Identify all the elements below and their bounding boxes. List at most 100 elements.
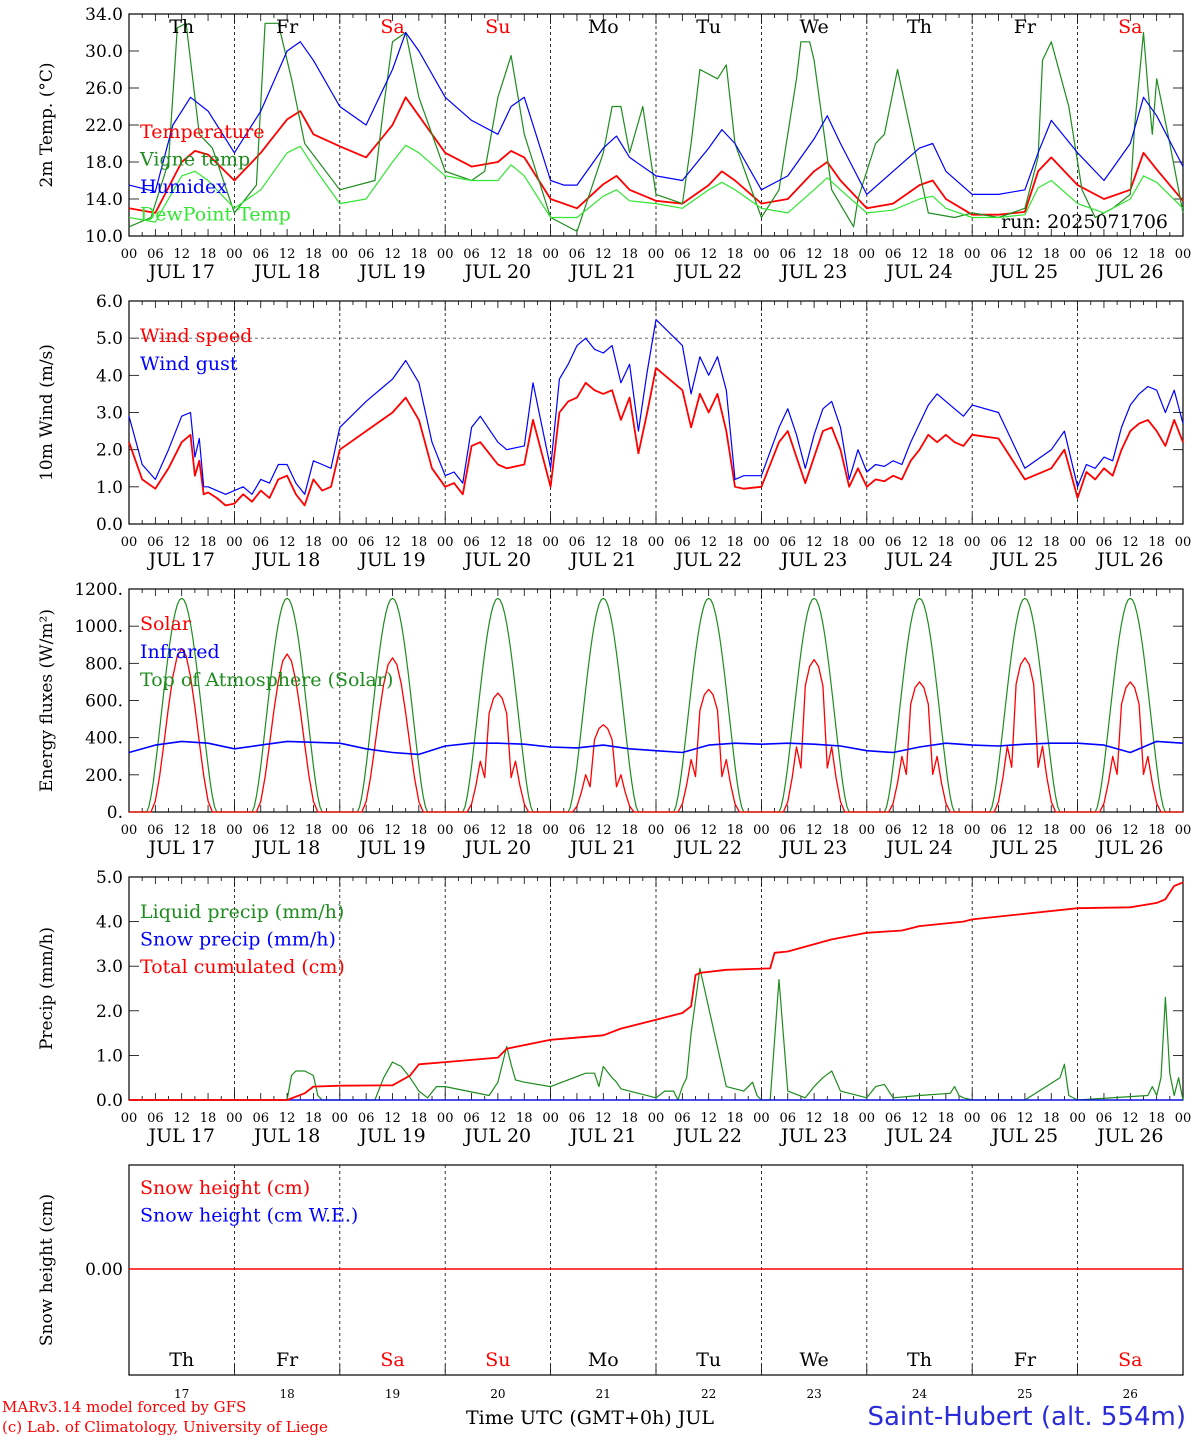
date-label: JUL 25 [990, 1125, 1058, 1147]
date-label: JUL 24 [884, 1125, 952, 1147]
hour-tick-label: 12 [1017, 1111, 1034, 1126]
panel-1-y-axis: 10.0 14.0 18.0 22.0 26.0 30.0 34.0 2m Temp. (°C… [37, 5, 1183, 247]
hour-tick-label: 06 [147, 1111, 164, 1126]
y-tick-label: 600. [85, 692, 123, 712]
legend-entry: Top of Atmosphere (Solar) [140, 669, 393, 691]
day-number-label: 22 [701, 1387, 716, 1401]
hour-tick-label: 00 [1175, 247, 1192, 262]
hour-tick-label: 18 [200, 1111, 217, 1126]
hour-tick-label: 00 [648, 535, 665, 550]
legend-entry: Snow height (cm W.E.) [140, 1205, 358, 1227]
plot-frame [128, 300, 1184, 525]
hour-tick-label: 18 [832, 1111, 849, 1126]
date-label: JUL 21 [568, 837, 636, 859]
hour-tick-label: 12 [279, 247, 296, 262]
hour-tick-label: 00 [1175, 1111, 1192, 1126]
series-solar-day [445, 692, 551, 813]
hour-tick-label: 12 [490, 247, 507, 262]
hour-tick-label: 00 [859, 247, 876, 262]
hour-tick-label: 18 [305, 535, 322, 550]
hour-tick-label: 00 [1175, 823, 1192, 838]
date-label: JUL 26 [1095, 261, 1163, 283]
legend-entry: Vigne temp [139, 149, 250, 171]
date-label: JUL 18 [252, 1125, 320, 1147]
hour-tick-label: 00 [226, 535, 243, 550]
legend-entry: Snow height (cm) [140, 1177, 310, 1199]
y-tick-label: 3.0 [96, 404, 123, 424]
date-label: JUL 22 [673, 261, 741, 283]
day-number-label: 17 [174, 1387, 189, 1401]
date-label: JUL 21 [568, 1125, 636, 1147]
day-name-label: Sa [380, 1349, 404, 1371]
hour-tick-label: 18 [1043, 823, 1060, 838]
date-label: JUL 18 [252, 549, 320, 571]
hour-tick-label: 18 [516, 1111, 533, 1126]
hour-tick-label: 00 [964, 1111, 981, 1126]
series-wind-speed [128, 366, 1184, 507]
date-label: JUL 24 [884, 549, 952, 571]
series-total-cumulated-cm- [129, 881, 1184, 1101]
hour-tick-label: 18 [727, 1111, 744, 1126]
hour-tick-label: 06 [1096, 1111, 1113, 1126]
hour-tick-label: 18 [938, 247, 955, 262]
hour-tick-label: 00 [859, 823, 876, 838]
hour-tick-label: 18 [938, 535, 955, 550]
y-tick-label: 2.0 [96, 441, 123, 461]
hour-tick-label: 06 [252, 247, 269, 262]
day-name-label: Th [907, 16, 932, 38]
hour-tick-label: 12 [1122, 823, 1139, 838]
hour-tick-label: 18 [305, 247, 322, 262]
hour-tick-label: 00 [753, 247, 770, 262]
hour-tick-label: 06 [885, 535, 902, 550]
date-label: JUL 23 [779, 1125, 847, 1147]
hour-tick-label: 12 [279, 1111, 296, 1126]
y-tick-label: 14.0 [85, 190, 123, 210]
date-label: JUL 18 [252, 261, 320, 283]
legend-entry: Wind speed [140, 325, 252, 347]
hour-tick-label: 00 [542, 1111, 559, 1126]
hour-tick-label: 18 [1148, 823, 1165, 838]
hour-tick-label: 06 [1096, 823, 1113, 838]
y-tick-label: 0.0 [96, 515, 123, 535]
hour-tick-label: 06 [885, 1111, 902, 1126]
hour-tick-label: 18 [1148, 1111, 1165, 1126]
hour-tick-label: 00 [437, 247, 454, 262]
day-name-label: Sa [380, 16, 404, 38]
y-tick-label: 5.0 [96, 329, 123, 349]
legend-entry: DewPoint Temp [140, 204, 291, 226]
hour-tick-label: 06 [990, 823, 1007, 838]
hour-tick-label: 12 [173, 1111, 190, 1126]
date-label: JUL 24 [884, 261, 952, 283]
day-number-label: 19 [385, 1387, 400, 1401]
series-top-of-atmosphere-day [761, 597, 867, 813]
hour-tick-label: 00 [648, 247, 665, 262]
hour-tick-label: 12 [1017, 823, 1034, 838]
series-temperature [128, 96, 1184, 216]
hour-tick-label: 18 [411, 247, 428, 262]
hour-tick-label: 00 [964, 823, 981, 838]
hour-tick-label: 18 [621, 535, 638, 550]
hour-tick-label: 06 [674, 535, 691, 550]
hour-tick-label: 06 [674, 247, 691, 262]
panel-3-y-axis: 0. 200. 400. 600. 800. 1000. 1200. Energy fluxe… [37, 580, 1183, 823]
date-label: JUL 17 [146, 1125, 214, 1147]
hour-tick-label: 06 [358, 247, 375, 262]
hour-tick-label: 06 [463, 823, 480, 838]
series-humidex [128, 31, 1184, 195]
y-axis-title: Precip (mm/h) [37, 927, 57, 1050]
y-tick-label: 4.0 [96, 366, 123, 386]
hour-tick-label: 00 [753, 823, 770, 838]
y-tick-label: 0. [107, 803, 123, 823]
hour-tick-label: 18 [200, 247, 217, 262]
day-number-label: 24 [912, 1387, 928, 1401]
hour-tick-label: 06 [885, 247, 902, 262]
series-top-of-atmosphere-day [445, 597, 551, 813]
hour-tick-label: 18 [832, 247, 849, 262]
day-name-label: Fr [276, 1349, 299, 1371]
hour-tick-label: 12 [911, 535, 928, 550]
hour-tick-label: 06 [990, 1111, 1007, 1126]
hour-tick-label: 00 [121, 823, 138, 838]
y-tick-label: 10.0 [85, 227, 123, 247]
hour-tick-label: 12 [173, 247, 190, 262]
